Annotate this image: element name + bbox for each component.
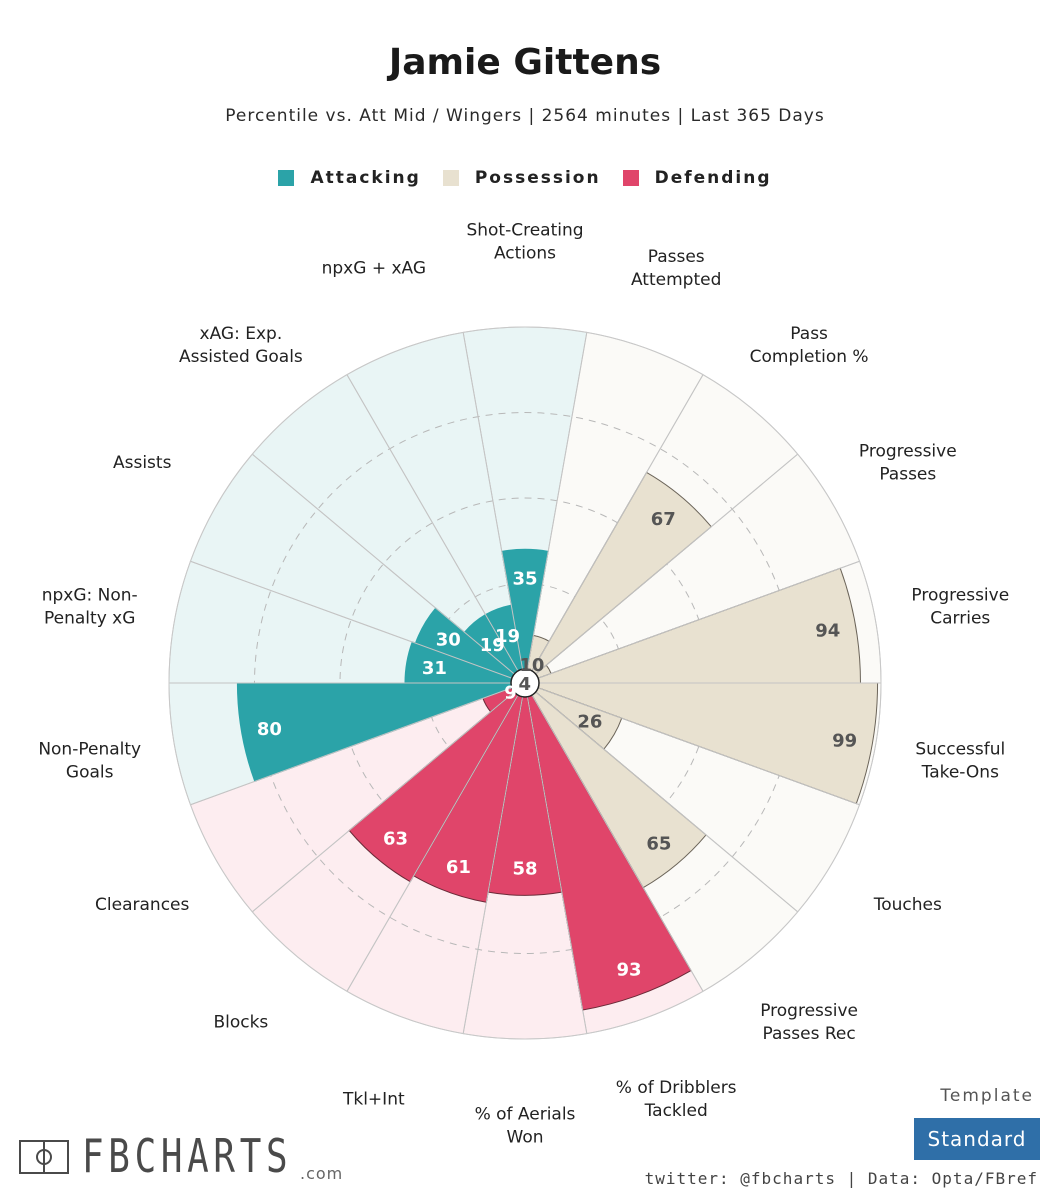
sector-separator (537, 560, 860, 679)
category-label-npxg-xag: npxG + xAG (322, 259, 426, 279)
sector-separator (531, 694, 704, 992)
chart-legend: Attacking Possession Defending (0, 168, 1050, 188)
value-label-pass-completion: 67 (651, 509, 676, 530)
category-label-of-dribblers-tackled: % of Dribblers Tackled (616, 1078, 737, 1121)
legend-label-defending: Defending (654, 168, 772, 188)
template-label: Template (940, 1086, 1034, 1106)
category-label-assists: Assists (113, 453, 172, 473)
logo-dotcom: .com (300, 1164, 344, 1183)
outer-ring (168, 326, 882, 1040)
sector-separator (526, 332, 588, 670)
category-label-progressive-passes: Progressive Passes (859, 442, 957, 485)
category-label-shot-creating-actions: Shot-Creating Actions (466, 221, 583, 264)
legend-item-possession: Possession (442, 168, 601, 188)
legend-item-attacking: Attacking (278, 168, 420, 188)
value-label-blocks: 63 (383, 828, 408, 849)
legend-item-defending: Defending (622, 168, 772, 188)
legend-swatch-defending (622, 170, 639, 186)
category-label-npxg-non-penalty-xg: npxG: Non-Penalty xG (42, 586, 138, 629)
pitch-icon (19, 1140, 69, 1174)
category-label-pass-completion: Pass Completion % (750, 324, 869, 367)
value-label-successful-take-ons: 99 (832, 730, 857, 751)
data-credit: twitter: @fbcharts | Data: Opta/FBref (644, 1169, 1038, 1188)
value-label-progressive-carries: 94 (815, 621, 840, 642)
chart-separators (168, 326, 882, 1040)
template-badge: Standard (914, 1118, 1040, 1160)
category-label-successful-take-ons: Successful Take-Ons (915, 739, 1005, 782)
sector-separator (251, 691, 515, 913)
value-label-xag-exp-assisted-goals: 19 (480, 635, 505, 656)
sector-separator (535, 453, 799, 675)
value-label-npxg-non-penalty-xg: 31 (422, 658, 447, 679)
value-label-touches: 26 (577, 711, 602, 732)
category-label-passes-attempted: Passes Attempted (631, 247, 721, 290)
chart-bars (236, 471, 879, 1011)
category-label-blocks: Blocks (213, 1013, 268, 1033)
sector-separator (537, 687, 860, 806)
chart-category-labels: Shot-Creating Actions Passes Attempted Pass C… (38, 221, 1009, 1148)
chart-subtitle: Percentile vs. Att Mid / Wingers | 2564 … (225, 106, 825, 126)
value-label-passes-attempted: 10 (519, 655, 544, 676)
value-label-tkl-int: 61 (446, 857, 471, 878)
legend-swatch-attacking (278, 170, 295, 186)
sector-separator (462, 696, 524, 1034)
category-label-clearances: Clearances (95, 895, 189, 915)
value-label-of-dribblers-tackled: 93 (616, 960, 641, 981)
sector-separator (531, 374, 704, 672)
category-label-non-penalty-goals: Non-Penalty Goals (38, 739, 141, 782)
value-label-npxg-xag: 19 (495, 626, 520, 647)
logo-wordmark: FBCHARTS (82, 1129, 293, 1183)
value-label-clearances: 9 (504, 682, 517, 703)
sector-separator (251, 453, 515, 675)
fbcharts-logo: FBCHARTS .com (18, 1129, 352, 1183)
category-label-touches: Touches (873, 895, 942, 915)
category-label-tkl-int: Tkl+Int (342, 1089, 405, 1109)
category-label-of-aerials-won: % of Aerials Won (475, 1105, 576, 1148)
sector-separator (526, 696, 588, 1034)
legend-label-possession: Possession (474, 168, 601, 188)
chart-title: Jamie Gittens (388, 42, 662, 83)
sector-separator (462, 332, 524, 670)
category-label-progressive-passes-rec: Progressive Passes Rec (760, 1001, 858, 1044)
sector-separator (535, 691, 799, 913)
sector-separator (346, 374, 519, 672)
center-hole (510, 668, 540, 698)
value-label-non-penalty-goals: 80 (257, 719, 282, 740)
value-label-assists: 30 (436, 630, 461, 651)
value-label-of-aerials-won: 58 (512, 858, 537, 879)
category-label-xag-exp-assisted-goals: xAG: Exp. Assisted Goals (179, 324, 303, 367)
legend-swatch-possession (442, 170, 459, 186)
legend-label-attacking: Attacking (310, 168, 421, 188)
value-label-progressive-passes: 4 (518, 674, 531, 695)
value-label-progressive-passes-rec: 65 (646, 834, 671, 855)
value-label-shot-creating-actions: 35 (512, 568, 537, 589)
category-label-progressive-carries: Progressive Carries (911, 586, 1009, 629)
sector-separator (190, 560, 513, 679)
sector-separator (346, 694, 519, 992)
sector-separator (190, 687, 513, 806)
